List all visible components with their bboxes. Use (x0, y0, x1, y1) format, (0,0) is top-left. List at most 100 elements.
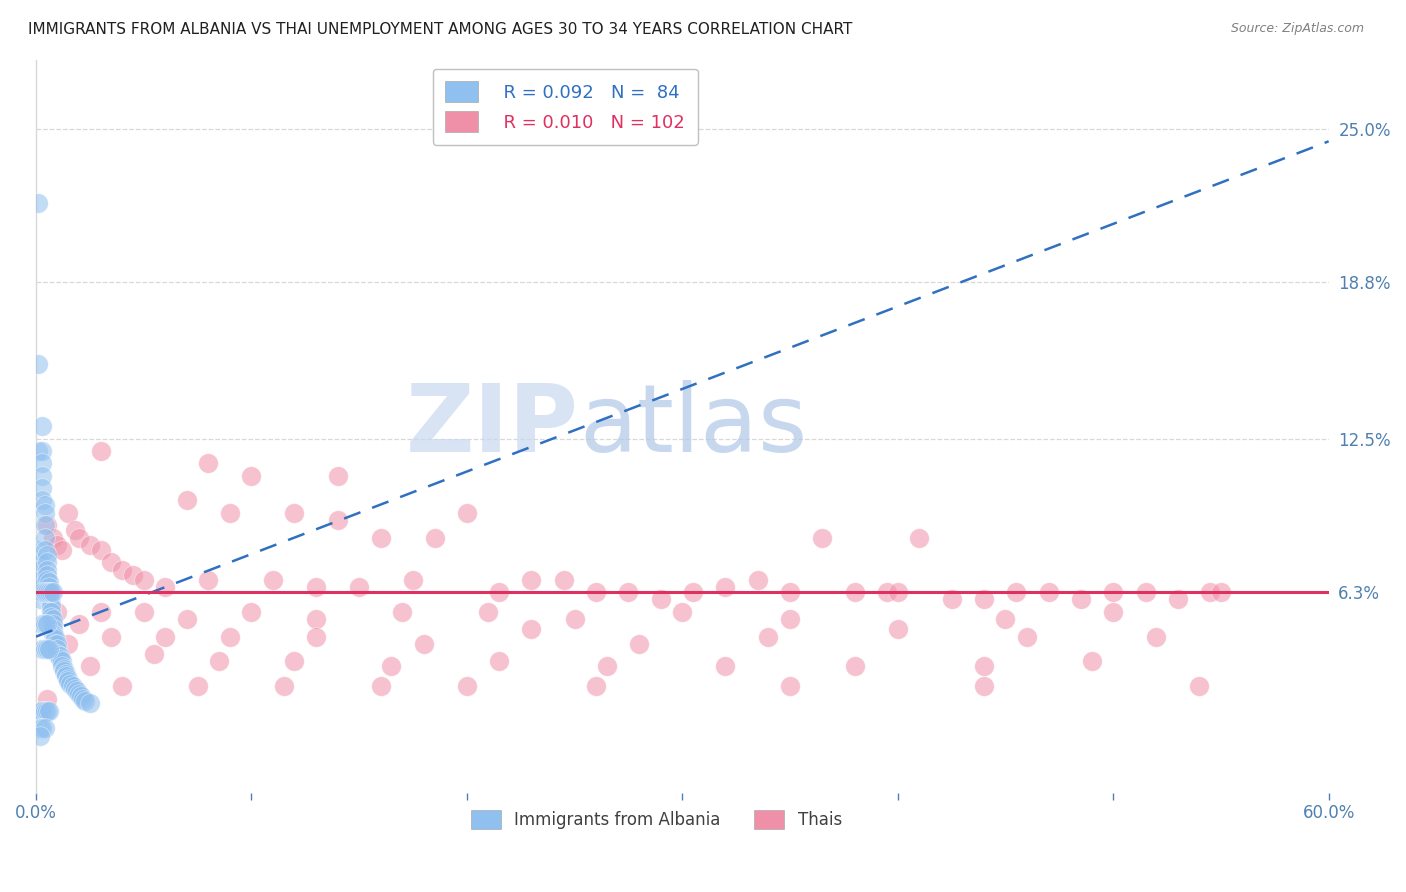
Point (35, 573, 58, 587)
Point (38, 580, 60, 594)
Point (240, 605, 263, 619)
Point (31, 721, 53, 735)
Point (994, 612, 1017, 626)
Point (305, 612, 328, 626)
Point (1102, 605, 1125, 619)
Point (34, 585, 56, 599)
Point (305, 580, 328, 594)
Point (844, 585, 866, 599)
Point (67, 531, 90, 545)
Point (273, 679, 295, 693)
Point (27, 196, 49, 211)
Point (628, 637, 651, 651)
Point (31, 443, 53, 458)
Point (1080, 654, 1102, 668)
Point (35, 555, 58, 569)
Point (51, 543, 73, 558)
Point (38, 588, 60, 602)
Point (908, 531, 931, 545)
Point (811, 531, 834, 545)
Point (79, 697, 101, 711)
Point (35, 518, 58, 533)
Point (973, 659, 995, 673)
Point (35, 691, 58, 706)
Point (51, 659, 73, 673)
Point (79, 538, 101, 552)
Point (1005, 585, 1028, 599)
Point (39, 598, 62, 612)
Point (240, 468, 263, 483)
Point (35, 567, 58, 582)
Point (779, 585, 801, 599)
Point (35, 563, 58, 577)
Point (55, 666, 77, 681)
Point (488, 654, 510, 668)
Point (63, 523, 86, 537)
Text: atlas: atlas (579, 380, 807, 472)
Point (38, 642, 60, 657)
Point (391, 605, 413, 619)
Point (456, 679, 478, 693)
Point (90, 605, 112, 619)
Point (52, 662, 75, 676)
Point (208, 654, 231, 668)
Point (90, 443, 112, 458)
Point (52, 665, 75, 679)
Legend: Immigrants from Albania, Thais: Immigrants from Albania, Thais (464, 803, 848, 836)
Point (58, 672, 80, 686)
Point (197, 573, 219, 587)
Point (714, 659, 737, 673)
Point (31, 456, 53, 470)
Point (423, 531, 446, 545)
Point (46, 647, 69, 661)
Point (46, 605, 69, 619)
Point (326, 513, 349, 527)
Point (38, 585, 60, 599)
Point (844, 659, 866, 673)
Point (218, 630, 240, 644)
Point (1038, 585, 1060, 599)
Point (122, 567, 145, 582)
Point (30, 580, 52, 594)
Point (100, 630, 122, 644)
Point (132, 605, 155, 619)
Point (35, 585, 58, 599)
Point (34, 518, 56, 533)
Point (58, 674, 80, 689)
Point (42, 617, 65, 632)
Point (38, 585, 60, 599)
Point (30, 563, 52, 577)
Point (973, 679, 995, 693)
Point (973, 592, 995, 607)
Point (779, 679, 801, 693)
Point (520, 622, 543, 636)
Point (38, 592, 60, 607)
Point (30, 573, 52, 587)
Point (59, 676, 82, 690)
Point (79, 659, 101, 673)
Point (34, 704, 56, 718)
Point (747, 573, 769, 587)
Point (58, 637, 80, 651)
Point (197, 456, 219, 470)
Point (34, 721, 56, 735)
Point (31, 642, 53, 657)
Point (283, 654, 305, 668)
Point (34, 506, 56, 520)
Point (67, 617, 90, 632)
Point (39, 599, 62, 614)
Point (42, 612, 65, 626)
Point (1144, 630, 1167, 644)
Point (27, 443, 49, 458)
Point (27, 357, 49, 371)
Point (39, 610, 62, 624)
Point (46, 538, 69, 552)
Point (262, 573, 284, 587)
Point (380, 659, 402, 673)
Point (617, 585, 640, 599)
Point (520, 573, 543, 587)
Point (70, 689, 93, 703)
Point (585, 679, 607, 693)
Point (31, 493, 53, 508)
Point (585, 585, 607, 599)
